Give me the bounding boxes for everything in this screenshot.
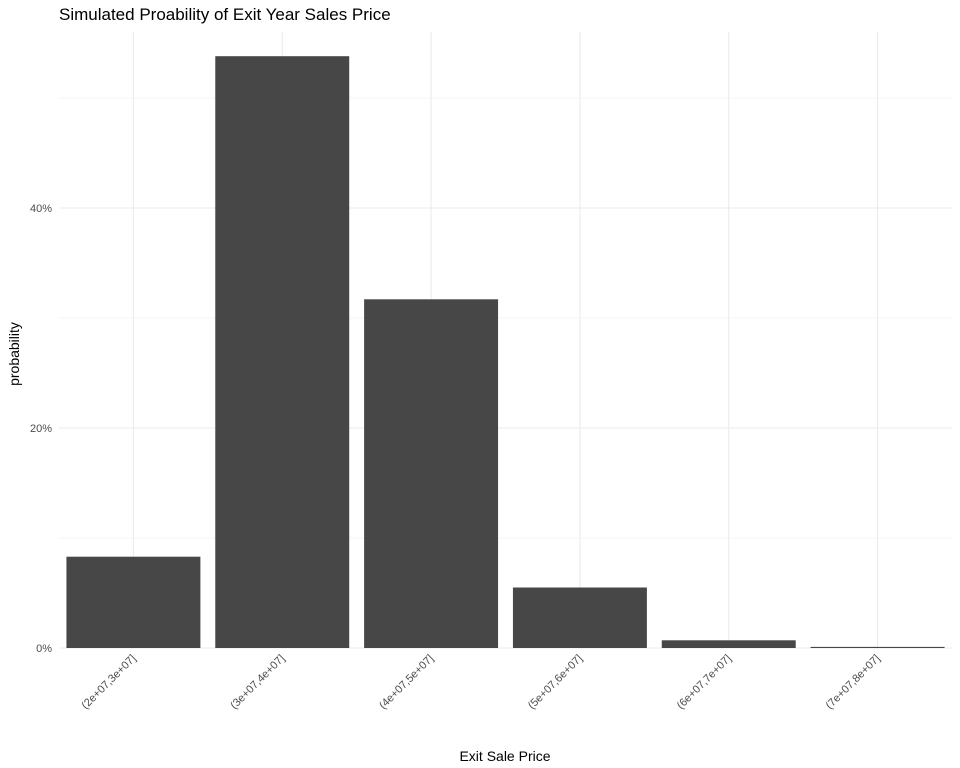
- x-tick-label: (3e+07,4e+07]: [228, 653, 287, 712]
- y-tick-label: 20%: [30, 423, 52, 435]
- bar: [661, 640, 796, 648]
- bar: [66, 556, 201, 648]
- x-tick-label: (2e+07,3e+07]: [79, 653, 138, 712]
- bar: [364, 299, 499, 648]
- grid: [59, 32, 952, 649]
- y-axis-ticks: 0% 20% 40%: [30, 203, 52, 655]
- bar: [810, 646, 945, 648]
- bars: [66, 56, 945, 648]
- x-tick-label: (5e+07,6e+07]: [526, 653, 585, 712]
- x-tick-label: (6e+07,7e+07]: [675, 653, 734, 712]
- x-tick-label: (4e+07,5e+07]: [377, 653, 436, 712]
- x-axis-title: Exit Sale Price: [459, 748, 550, 764]
- x-tick-label: (7e+07,8e+07]: [824, 653, 883, 712]
- x-axis-ticks: (2e+07,3e+07] (3e+07,4e+07] (4e+07,5e+07] (…: [79, 653, 882, 712]
- bar: [512, 587, 647, 648]
- bar: [215, 56, 350, 648]
- y-tick-label: 0%: [36, 643, 52, 655]
- y-tick-label: 40%: [30, 203, 52, 215]
- y-axis-title: probability: [6, 322, 22, 386]
- chart-title: Simulated Proability of Exit Year Sales …: [59, 5, 391, 24]
